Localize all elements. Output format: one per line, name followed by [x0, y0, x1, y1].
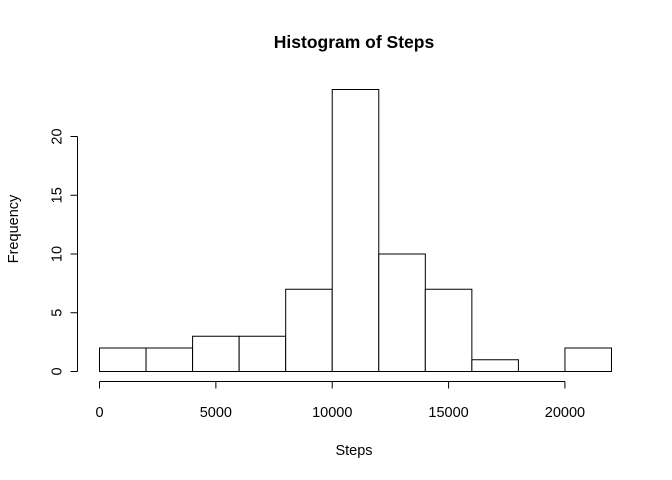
y-tick-label: 20	[50, 128, 66, 144]
histogram-bar	[192, 335, 240, 372]
histogram-bar	[471, 359, 519, 372]
histogram-bar	[238, 335, 287, 372]
x-tick-label: 15000	[428, 405, 468, 421]
y-tick-label: 10	[50, 246, 66, 262]
y-tick-label: 5	[50, 309, 66, 317]
x-tick-label: 5000	[200, 405, 232, 421]
x-tick-label: 10000	[312, 405, 352, 421]
histogram-bar	[331, 89, 380, 372]
histogram-bar	[564, 347, 612, 372]
y-axis: 0 5 10 15 20	[50, 128, 78, 376]
x-tick-label: 20000	[545, 405, 585, 421]
histogram-bar	[99, 347, 147, 372]
x-tick-label: 0	[95, 405, 103, 421]
histogram-bar	[424, 288, 473, 372]
histogram-bar	[285, 288, 333, 372]
histogram-bar	[145, 347, 194, 372]
histogram-bar	[378, 253, 426, 372]
bars-group	[99, 89, 612, 372]
y-tick-label: 0	[50, 367, 66, 375]
x-axis-label: Steps	[335, 443, 372, 459]
y-axis-label: Frequency	[6, 194, 22, 263]
y-tick-label: 15	[50, 187, 66, 203]
x-axis: 0 5000 10000 15000 20000	[95, 381, 585, 421]
chart-title: Histogram of Steps	[274, 32, 435, 52]
